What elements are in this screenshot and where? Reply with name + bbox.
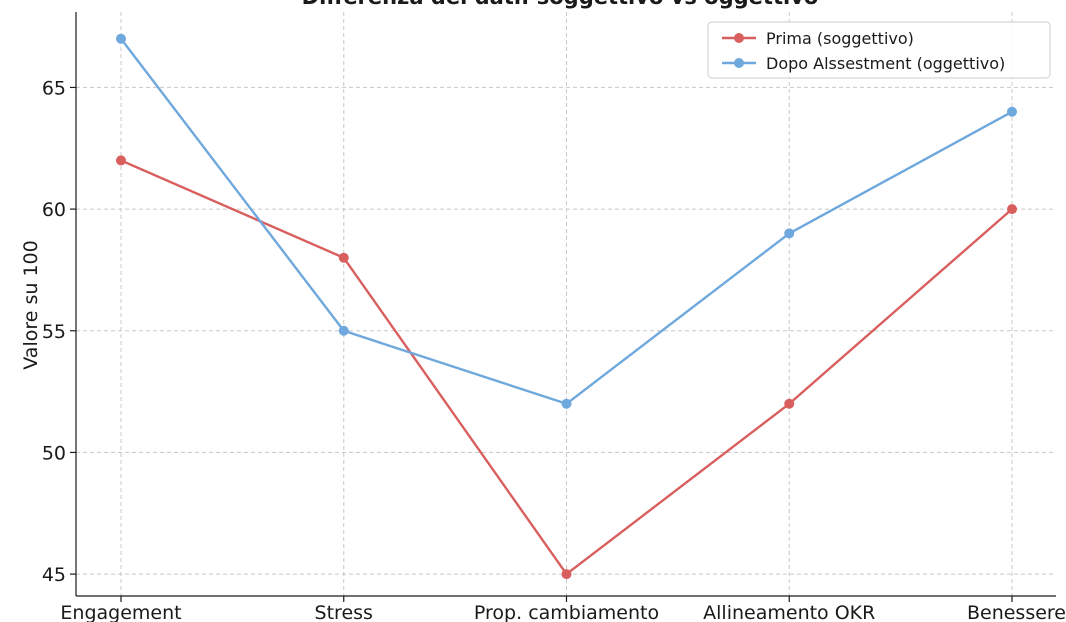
series-layer xyxy=(116,33,1017,580)
chart-title: Differenza dei dati: soggettivo vs ogget… xyxy=(302,0,819,9)
legend-frame xyxy=(707,21,1051,79)
legend-marker xyxy=(734,58,744,68)
x-tick-label: Prop. cambiamento xyxy=(474,602,659,622)
x-tick-labels: Engagement Stress Prop. cambiamento Allinea… xyxy=(60,602,1066,622)
axes xyxy=(70,12,1056,602)
data-point xyxy=(1007,106,1017,117)
y-tick-label: 45 xyxy=(42,564,66,586)
data-point xyxy=(338,252,349,263)
x-tick-label: Benessere xyxy=(967,602,1066,622)
x-tick-label: Stress xyxy=(315,602,373,622)
legend-label: Prima (soggettivo) xyxy=(766,29,914,48)
y-axis-label: Valore su 100 xyxy=(20,240,42,369)
data-point xyxy=(784,398,795,409)
series-1 xyxy=(116,155,1017,580)
data-point xyxy=(1007,204,1017,215)
x-tick-label: Allineamento OKR xyxy=(703,602,875,622)
y-tick-label: 60 xyxy=(42,199,66,221)
y-tick-label: 50 xyxy=(42,442,66,464)
data-point xyxy=(561,398,572,409)
data-point xyxy=(784,228,795,239)
x-tick-label: Engagement xyxy=(60,602,181,622)
series-2 xyxy=(116,33,1017,409)
data-point xyxy=(116,33,126,44)
y-tick-label: 65 xyxy=(42,77,66,99)
y-tick-label: 55 xyxy=(42,321,66,343)
data-point xyxy=(561,569,572,580)
legend-marker xyxy=(734,33,744,43)
legend: Prima (soggettivo) Dopo Alssestment (ogge… xyxy=(707,21,1051,79)
legend-label: Dopo Alssestment (oggettivo) xyxy=(766,54,1005,73)
y-tick-labels: 45 50 55 60 65 xyxy=(42,77,66,586)
grid xyxy=(76,12,1056,596)
data-point xyxy=(338,325,349,336)
data-point xyxy=(116,155,126,166)
